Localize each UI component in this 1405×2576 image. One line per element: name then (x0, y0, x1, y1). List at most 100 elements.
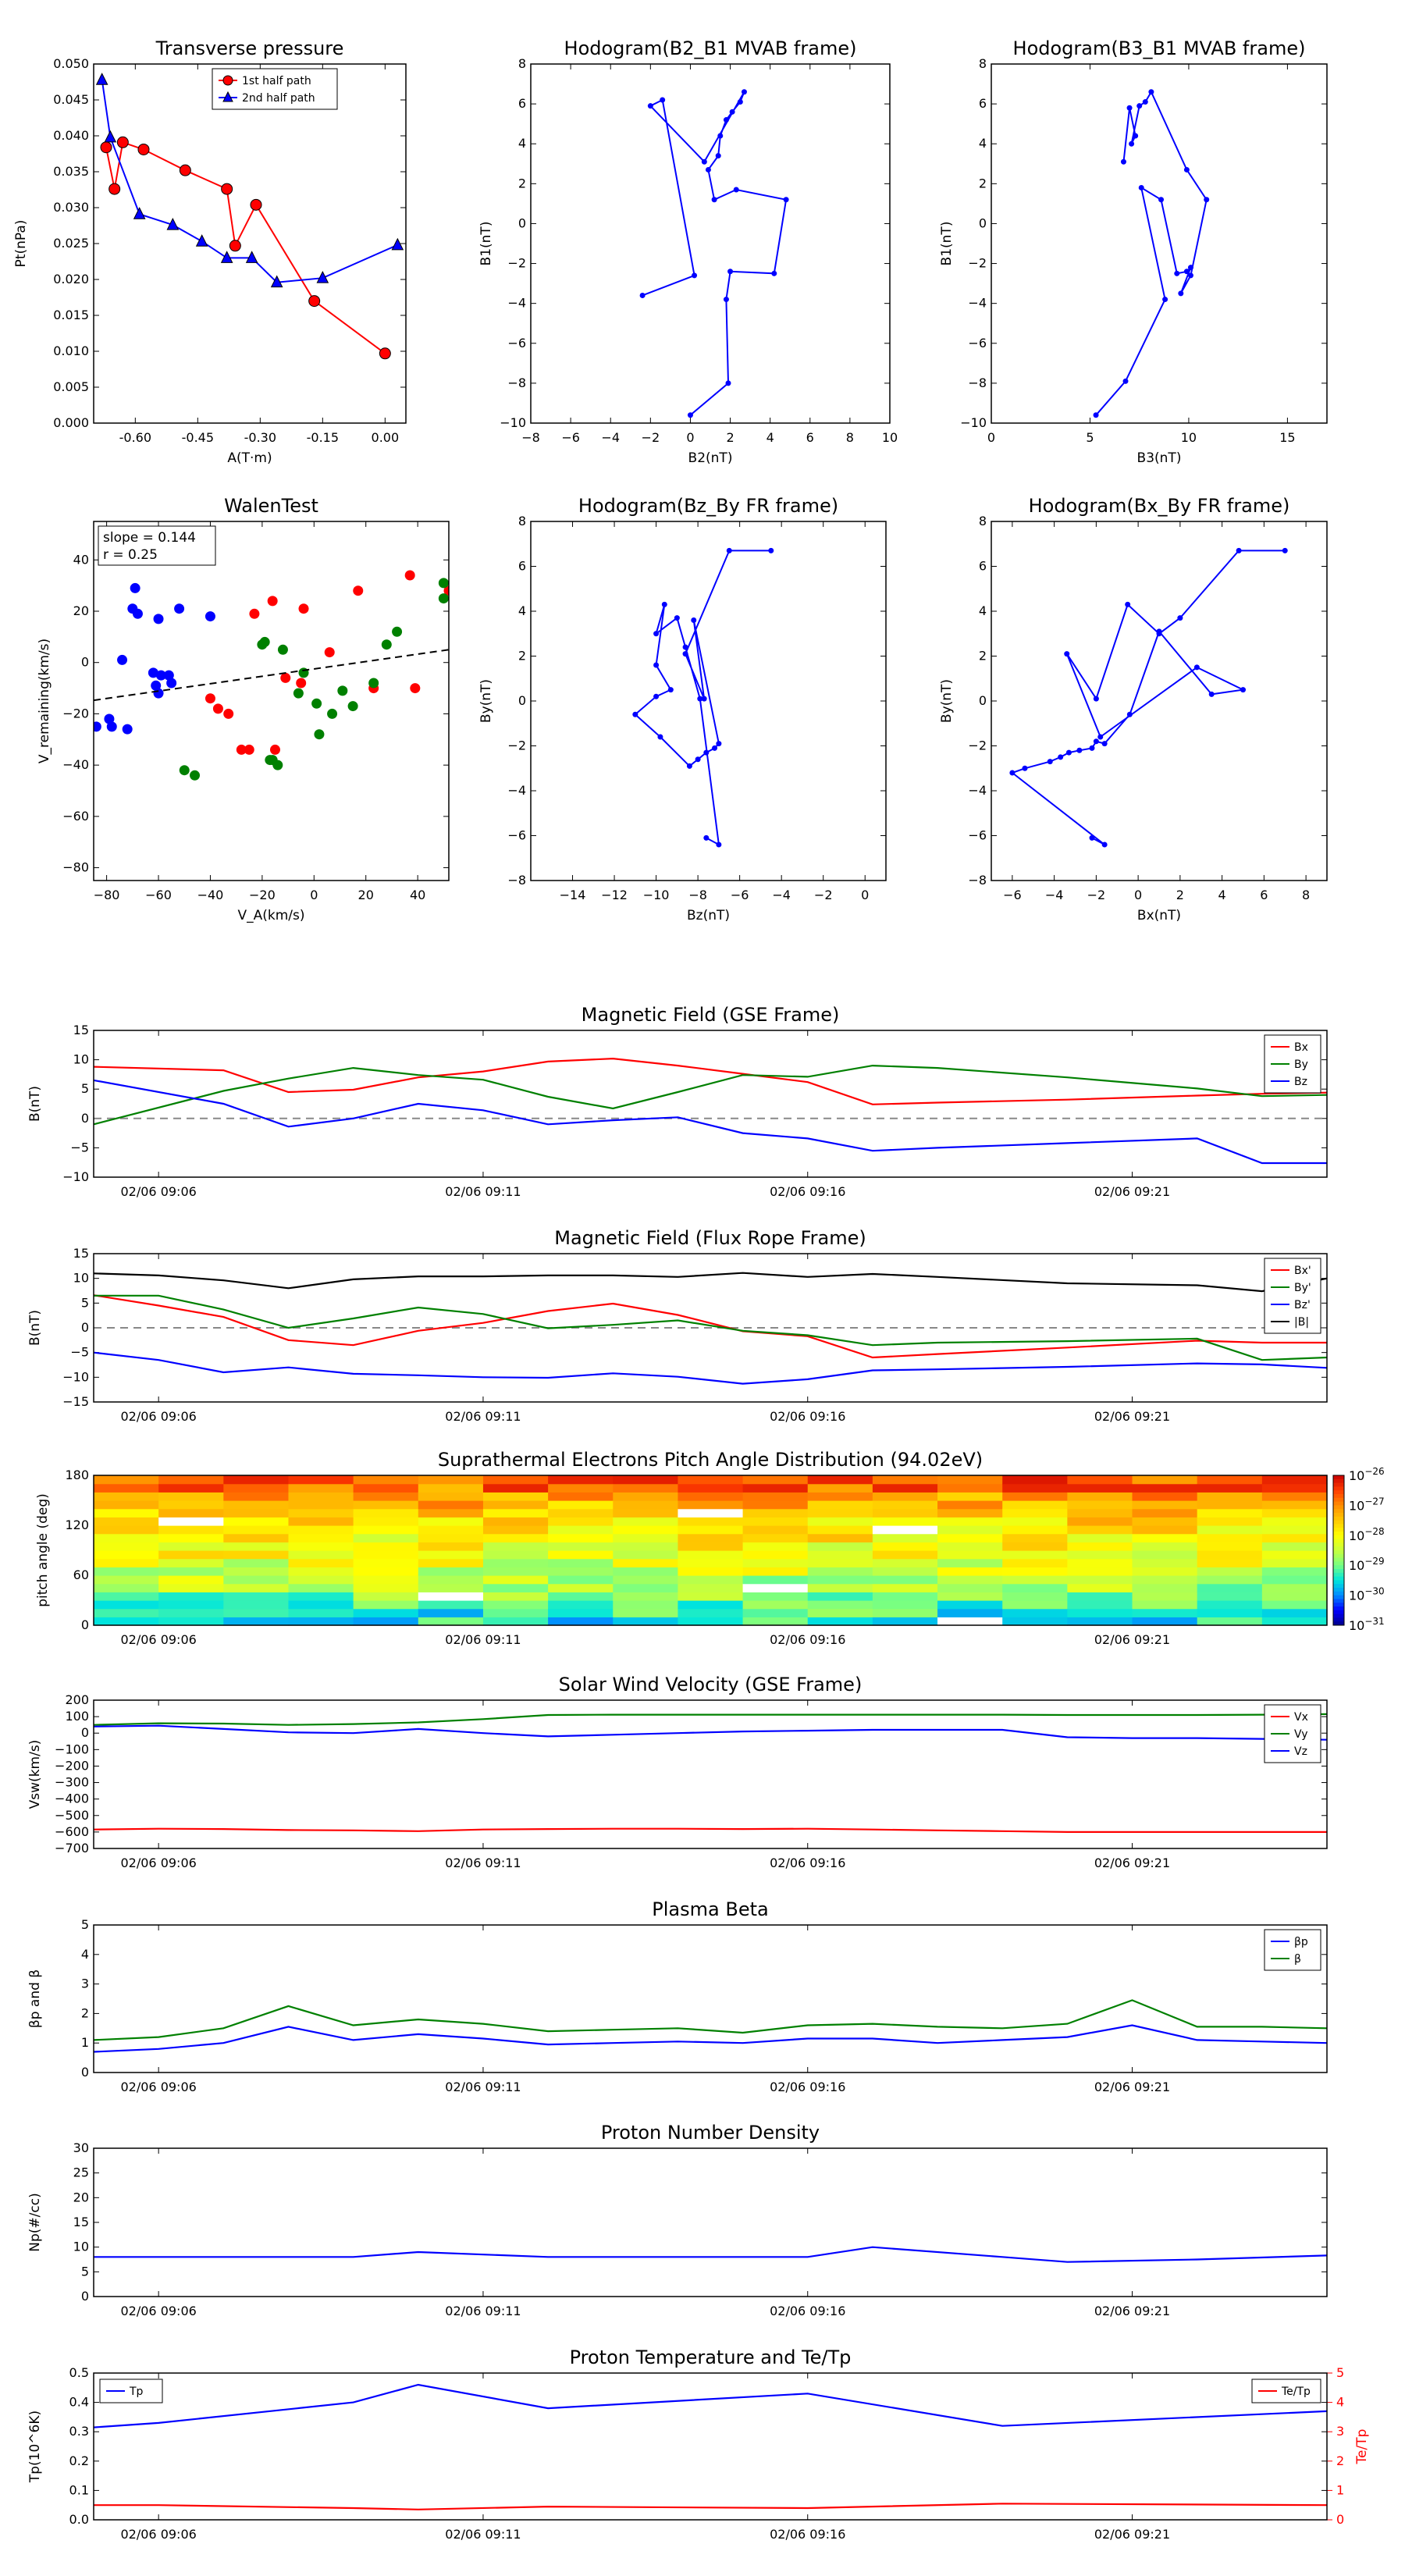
legend-box (212, 68, 338, 110)
heatmap-cell (1197, 1508, 1263, 1517)
heatmap-cell (1261, 1558, 1328, 1567)
y-tick-label: 0.045 (53, 92, 89, 107)
x-tick-label: 0.00 (372, 430, 400, 445)
heatmap-cell (613, 1533, 679, 1542)
timeseries-chart-p13: Proton Temperature and Te/Tp 02/06 09:06 0… (27, 2347, 1370, 2542)
y-tick-label: −6 (507, 336, 526, 350)
x-axis-label: Bz(nT) (687, 908, 730, 923)
data-point (639, 292, 646, 298)
timeseries-chart-p7: Magnetic Field (GSE Frame) 02/06 09:06 02/… (27, 1004, 1328, 1199)
heatmap-cell (482, 1550, 549, 1560)
heatmap-cell (1261, 1517, 1328, 1526)
right-y-tick-label: 4 (1336, 2395, 1344, 2410)
series-group (94, 1272, 1327, 1385)
right-y-tick-label: 1 (1336, 2482, 1344, 2497)
heatmap-cell (288, 1558, 354, 1567)
data-point (1162, 297, 1168, 303)
y-tick-label: 10 (73, 2240, 89, 2254)
colorbar-segment (1333, 1610, 1344, 1615)
colorbar-segment (1333, 1528, 1344, 1532)
heatmap-cell (613, 1550, 679, 1560)
heatmap-cell (742, 1617, 809, 1626)
legend-label: Vy (1294, 1728, 1308, 1741)
heatmap-cell (613, 1575, 679, 1585)
heatmap-cell (742, 1492, 809, 1501)
heatmap-cell (288, 1508, 354, 1517)
heatmap-cell (482, 1500, 549, 1510)
y-tick-label: 0.000 (53, 415, 89, 430)
heatmap-cell (613, 1617, 679, 1626)
y-tick-label: −15 (62, 1394, 89, 1409)
heatmap-cell (613, 1608, 679, 1617)
heatmap-cell (548, 1492, 614, 1501)
y-tick-label: −4 (968, 783, 987, 798)
x-tick-label: 0 (686, 430, 694, 445)
data-point (711, 197, 717, 203)
y-axis-label: pitch angle (deg) (35, 1493, 51, 1607)
heatmap-cell (1002, 1492, 1068, 1501)
heatmap-cell (613, 1525, 679, 1535)
series-line-2 (94, 1064, 1327, 1126)
heatmap-cell (1132, 1592, 1198, 1601)
data-point (1133, 133, 1139, 139)
series-line-1 (94, 2246, 1327, 2263)
plot-frame (530, 63, 891, 424)
series-line-1 (94, 2383, 1327, 2428)
data-point (674, 615, 680, 621)
heatmap-cell (1132, 1483, 1198, 1493)
y-tick-label: 0.4 (69, 2395, 89, 2410)
y-tick-label: 2 (518, 649, 526, 664)
x-tick-label: 0 (310, 888, 318, 902)
y-tick-label: 6 (518, 96, 526, 111)
y-tick-label: −4 (507, 296, 526, 311)
chart-title: WalenTest (224, 495, 318, 517)
x-tick-label: −2 (1087, 888, 1106, 902)
heatmap-cell (223, 1508, 290, 1517)
data-point (155, 670, 166, 681)
heatmap-cell (937, 1575, 1003, 1585)
heatmap-cell (1197, 1492, 1263, 1501)
heatmap-cell (158, 1533, 224, 1542)
x-axis-label: B3(nT) (1137, 450, 1182, 466)
y-tick-label: 0.010 (53, 343, 89, 358)
colorbar-segment (1333, 1532, 1344, 1536)
heatmap-cell (288, 1617, 354, 1626)
heatmap-cell (1197, 1517, 1263, 1526)
data-point (337, 685, 348, 696)
data-point (1193, 664, 1200, 671)
colorbar-segment (1333, 1516, 1344, 1521)
heatmap-cell (548, 1608, 614, 1617)
heatmap-cell (1067, 1525, 1133, 1535)
y-tick-label: 5 (81, 1081, 89, 1096)
heatmap-cell (1002, 1583, 1068, 1592)
y-tick-label: −700 (55, 1841, 89, 1856)
x-tick-label: 02/06 09:16 (770, 2527, 845, 2542)
legend-marker (222, 75, 233, 86)
heatmap-cell (872, 1567, 938, 1576)
data-point (272, 760, 283, 770)
heatmap-cell (418, 1592, 484, 1601)
heatmap-cell (678, 1483, 744, 1493)
heatmap-cell (807, 1517, 873, 1526)
hodogram-line (1095, 90, 1208, 416)
data-point (703, 834, 710, 841)
legend-label: 1st half path (242, 75, 311, 87)
hodogram-line (1010, 550, 1286, 845)
fit-line (94, 649, 449, 702)
hodogram-chart-p5: Hodogram(Bz_By FR frame) −14 −12 −10 −8 −6 −4 −… (478, 495, 887, 923)
heatmap-cell (1197, 1617, 1263, 1626)
heatmap-cell (482, 1525, 549, 1535)
heatmap-cell (482, 1475, 549, 1485)
plot-frame (93, 1253, 1328, 1403)
heatmap-cell (94, 1500, 159, 1510)
heatmap-cell (353, 1567, 419, 1576)
heatmap-cell (482, 1592, 549, 1601)
heatmap-cell (482, 1517, 549, 1526)
data-point (692, 272, 698, 279)
data-point (392, 626, 403, 637)
y-tick-label: 6 (518, 559, 526, 574)
heatmap-cell (1261, 1542, 1328, 1551)
series-line-4 (94, 1272, 1327, 1293)
y-tick-label: 15 (73, 1023, 89, 1037)
heatmap-cell (223, 1533, 290, 1542)
